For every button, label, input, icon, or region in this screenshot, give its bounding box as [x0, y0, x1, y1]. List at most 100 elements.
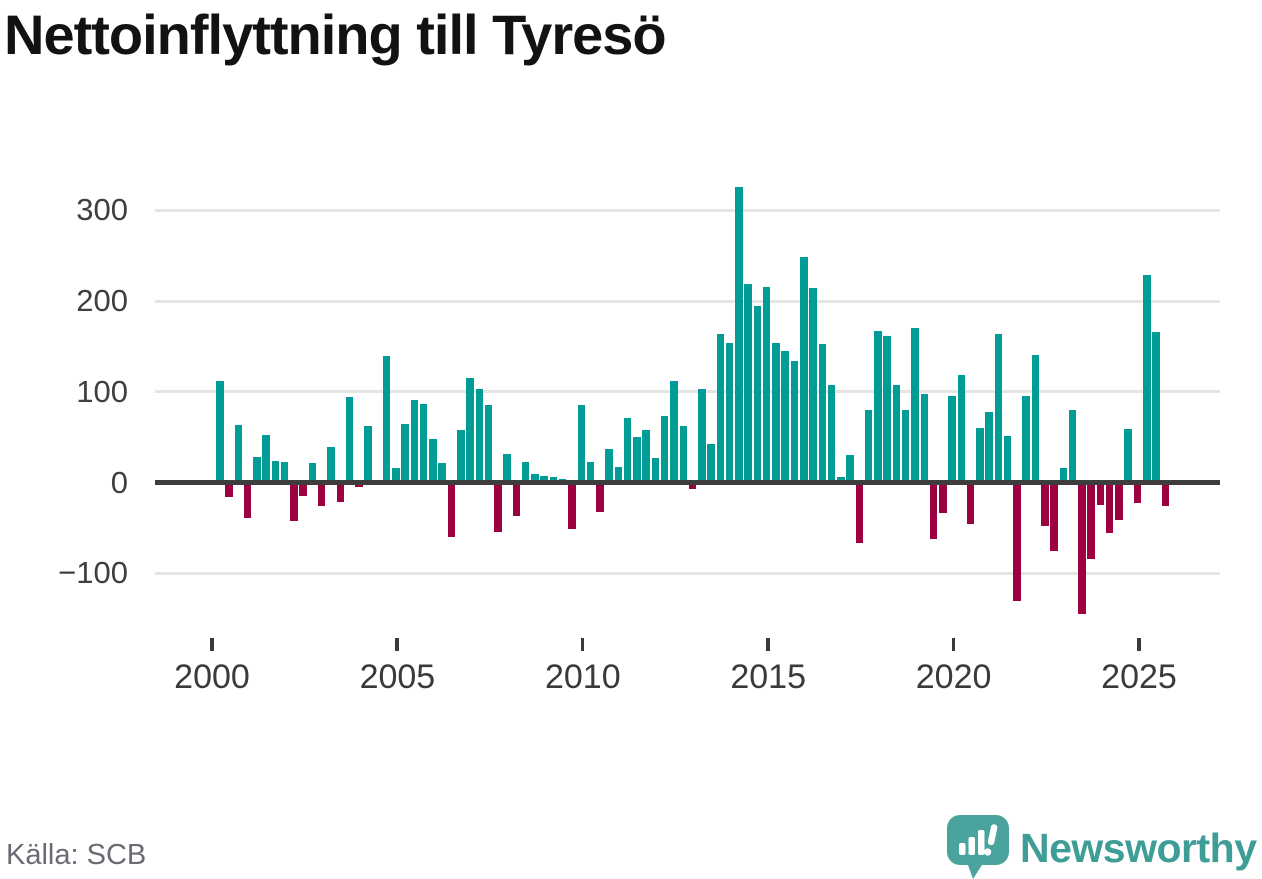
- bar-2006Q3[interactable]: [457, 429, 465, 483]
- bar-2000Q3[interactable]: [234, 425, 243, 483]
- bar-2000Q1[interactable]: [216, 380, 224, 483]
- bar-2014Q4[interactable]: [762, 287, 771, 483]
- bar-2015Q3[interactable]: [790, 360, 799, 483]
- bar-2020Q4[interactable]: [985, 411, 993, 483]
- bar-2020Q2[interactable]: [966, 482, 975, 525]
- bar-2015Q4[interactable]: [800, 257, 808, 483]
- bar-2000Q2[interactable]: [225, 482, 233, 497]
- bar-2015Q1[interactable]: [772, 342, 780, 483]
- bar-2002Q1[interactable]: [290, 482, 298, 521]
- bar-2005Q4[interactable]: [429, 438, 437, 483]
- bar-2023Q1[interactable]: [1068, 409, 1077, 483]
- bar-2009Q4[interactable]: [577, 404, 586, 483]
- bar-2016Q3[interactable]: [827, 385, 836, 483]
- bar-2008Q4[interactable]: [540, 476, 548, 483]
- bar-2013Q1[interactable]: [698, 389, 706, 483]
- bar-2024Q4[interactable]: [1133, 482, 1142, 504]
- bar-2002Q4[interactable]: [317, 482, 326, 507]
- bar-2020Q1[interactable]: [957, 374, 966, 483]
- bar-2012Q1[interactable]: [660, 416, 669, 483]
- bar-2003Q1[interactable]: [327, 447, 335, 483]
- bar-2019Q1[interactable]: [920, 393, 929, 483]
- bar-2007Q3[interactable]: [494, 482, 502, 532]
- bar-2017Q1[interactable]: [846, 455, 854, 483]
- bar-2017Q3[interactable]: [864, 409, 873, 483]
- bar-2025Q1[interactable]: [1143, 274, 1151, 483]
- bar-2012Q3[interactable]: [679, 426, 687, 483]
- bar-2003Q2[interactable]: [336, 482, 344, 502]
- bar-2023Q4[interactable]: [1096, 482, 1105, 506]
- bar-2008Q2[interactable]: [521, 461, 530, 483]
- bar-2007Q4[interactable]: [503, 454, 511, 483]
- bar-2016Q1[interactable]: [809, 288, 817, 483]
- bar-2003Q3[interactable]: [345, 397, 354, 483]
- bar-2021Q1[interactable]: [994, 333, 1003, 483]
- bar-2013Q4[interactable]: [725, 342, 734, 483]
- bar-2012Q2[interactable]: [670, 380, 678, 483]
- bar-2001Q1[interactable]: [253, 457, 261, 483]
- bar-2008Q3[interactable]: [531, 474, 539, 483]
- bar-2020Q3[interactable]: [976, 428, 984, 483]
- bar-2001Q4[interactable]: [280, 461, 289, 483]
- bar-2010Q2[interactable]: [596, 482, 604, 512]
- bar-2025Q2[interactable]: [1152, 331, 1160, 483]
- bar-2009Q3[interactable]: [568, 482, 576, 529]
- bar-2015Q2[interactable]: [781, 350, 789, 483]
- bar-2001Q3[interactable]: [271, 460, 280, 483]
- bar-2021Q4[interactable]: [1022, 396, 1030, 483]
- bar-2017Q4[interactable]: [874, 330, 882, 483]
- bar-2009Q1[interactable]: [549, 477, 558, 483]
- bar-2002Q2[interactable]: [299, 482, 307, 497]
- bar-2006Q4[interactable]: [466, 378, 474, 483]
- bar-2002Q3[interactable]: [308, 463, 317, 483]
- bar-2011Q3[interactable]: [642, 429, 650, 483]
- bar-2019Q3[interactable]: [939, 482, 947, 514]
- newsworthy-logo[interactable]: Newsworthy: [946, 812, 1258, 879]
- bar-2010Q3[interactable]: [605, 448, 613, 483]
- bar-2004Q3[interactable]: [382, 356, 391, 483]
- bar-2021Q3[interactable]: [1013, 482, 1021, 601]
- bar-2024Q1[interactable]: [1105, 482, 1114, 534]
- bar-2022Q4[interactable]: [1059, 468, 1068, 483]
- bar-2004Q1[interactable]: [364, 426, 372, 483]
- bar-2023Q3[interactable]: [1087, 482, 1095, 559]
- bar-2006Q2[interactable]: [447, 482, 456, 537]
- bar-2012Q4[interactable]: [688, 482, 697, 489]
- bar-2023Q2[interactable]: [1078, 482, 1086, 615]
- bar-2004Q4[interactable]: [392, 468, 400, 483]
- bar-2018Q3[interactable]: [901, 409, 910, 483]
- bar-2017Q2[interactable]: [855, 482, 864, 544]
- bar-2025Q3[interactable]: [1161, 482, 1170, 507]
- bar-2019Q4[interactable]: [948, 396, 956, 483]
- bar-2022Q2[interactable]: [1041, 482, 1049, 527]
- bar-2024Q3[interactable]: [1124, 429, 1132, 483]
- bar-2011Q4[interactable]: [651, 458, 660, 483]
- bar-2000Q4[interactable]: [243, 482, 252, 518]
- bar-2007Q1[interactable]: [475, 389, 484, 483]
- bar-2011Q1[interactable]: [623, 418, 632, 483]
- bar-2013Q2[interactable]: [707, 443, 715, 483]
- bar-2022Q3[interactable]: [1050, 482, 1058, 551]
- bar-2013Q3[interactable]: [716, 333, 725, 483]
- bar-2007Q2[interactable]: [484, 404, 493, 483]
- bar-2010Q1[interactable]: [586, 461, 595, 483]
- bar-2014Q1[interactable]: [735, 186, 743, 483]
- bar-2016Q2[interactable]: [818, 343, 827, 483]
- bar-2018Q4[interactable]: [911, 328, 919, 483]
- bar-2016Q4[interactable]: [837, 477, 845, 483]
- bar-2019Q2[interactable]: [929, 482, 938, 539]
- bar-2014Q2[interactable]: [744, 283, 752, 483]
- bar-2024Q2[interactable]: [1115, 482, 1123, 520]
- bar-2018Q2[interactable]: [892, 385, 901, 483]
- bar-2021Q2[interactable]: [1003, 436, 1012, 483]
- bar-2005Q2[interactable]: [410, 399, 419, 483]
- bar-2014Q3[interactable]: [753, 305, 762, 483]
- bar-2005Q1[interactable]: [401, 424, 409, 483]
- bar-2008Q1[interactable]: [512, 482, 521, 517]
- bar-2011Q2[interactable]: [633, 437, 641, 483]
- bar-2005Q3[interactable]: [419, 403, 428, 483]
- bar-2006Q1[interactable]: [438, 463, 446, 483]
- bar-2010Q4[interactable]: [614, 467, 623, 483]
- bar-2001Q2[interactable]: [262, 435, 270, 483]
- bar-2018Q1[interactable]: [883, 335, 891, 483]
